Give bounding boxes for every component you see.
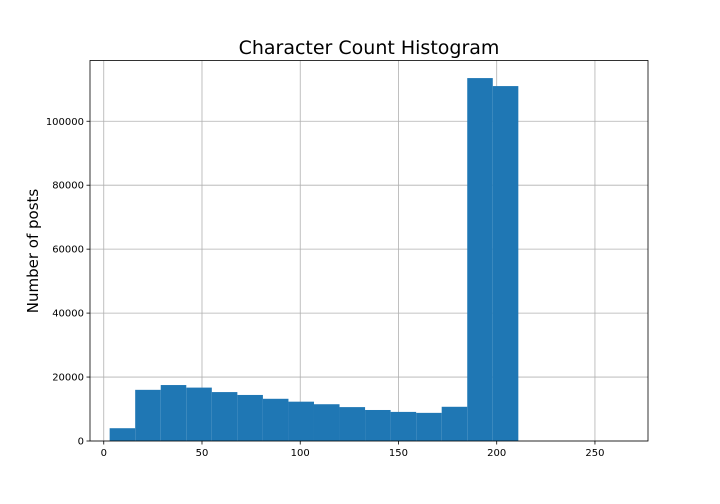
y-axis-label: Number of posts [24, 189, 42, 314]
y-tick-label: 60000 [52, 245, 84, 256]
histogram-bar [135, 389, 161, 441]
histogram-bar [467, 78, 493, 442]
y-tick-label: 40000 [52, 309, 84, 320]
y-tick-label: 100000 [46, 117, 84, 128]
histogram-bar [390, 411, 417, 441]
histogram-bar [492, 86, 519, 441]
histogram-bar [211, 392, 238, 441]
histogram-bar [262, 398, 289, 441]
y-tick-label: 20000 [52, 373, 84, 384]
x-tick-label: 0 [101, 448, 107, 459]
x-tick-label: 250 [585, 448, 604, 459]
x-tick-label: 100 [291, 448, 310, 459]
x-tick-label: 200 [487, 448, 506, 459]
histogram-bar [313, 404, 340, 441]
histogram-bar [339, 407, 366, 441]
x-axis-ticks: 0 50 100 150 200 250 [101, 441, 604, 459]
y-tick-label: 80000 [52, 181, 84, 192]
y-tick-label: 0 [78, 437, 84, 448]
y-axis-ticks: 0 20000 40000 60000 80000 100000 [46, 117, 90, 448]
histogram-bar [237, 394, 263, 441]
x-tick-label: 150 [389, 448, 408, 459]
chart-title: Character Count Histogram [239, 37, 500, 59]
histogram-bar [186, 387, 212, 441]
grid-lines [90, 60, 648, 442]
histogram-bars [109, 78, 519, 442]
histogram-bar [109, 428, 136, 441]
plot-area-frame [89, 60, 649, 442]
histogram-bar [441, 406, 468, 441]
histogram-bar [160, 385, 187, 441]
histogram-bar [365, 409, 391, 441]
histogram-bar [288, 401, 314, 441]
histogram-bar [416, 412, 442, 441]
x-tick-label: 50 [196, 448, 209, 459]
